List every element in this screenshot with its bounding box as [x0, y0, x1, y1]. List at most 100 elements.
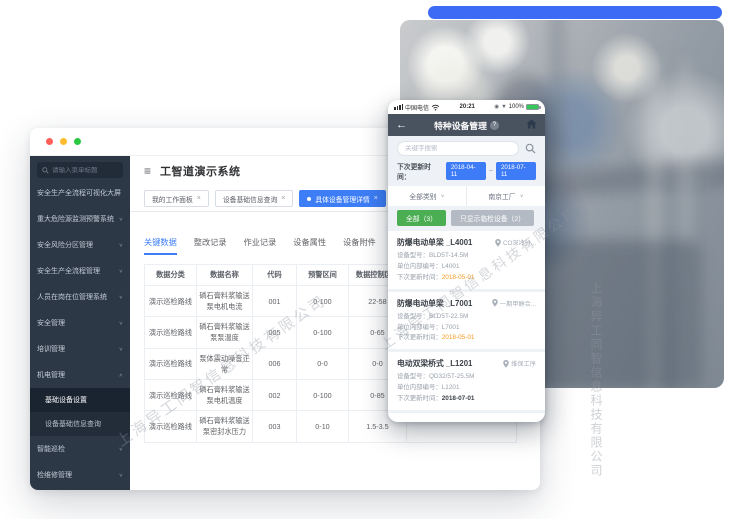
open-tab[interactable]: 具体设备管理详情 ×: [299, 190, 386, 207]
chevron-down-icon: ∨: [118, 243, 123, 248]
chevron-down-icon: ∨: [118, 295, 123, 300]
photo-pipe-shape: [550, 20, 564, 210]
open-tab[interactable]: 我的工作面板 ×: [144, 190, 209, 207]
chevron-up-icon: ∧: [118, 373, 123, 378]
sidebar-item[interactable]: 安全生产全流程可视化大屏: [30, 180, 130, 206]
sidebar-item-label: 人员在岗在位管理系统: [37, 294, 107, 301]
close-tab-icon[interactable]: ×: [196, 195, 201, 202]
home-button[interactable]: [523, 116, 537, 134]
table-cell: 演示巡检路线: [144, 378, 197, 412]
search-icon[interactable]: [525, 143, 536, 154]
open-tab[interactable]: 设备基础信息查询 ×: [214, 190, 294, 207]
help-badge[interactable]: ?: [489, 120, 499, 130]
home-icon: [526, 119, 537, 129]
equipment-card[interactable]: 防爆电动单梁 _L7001 一期甲醇合... 设备型号：BLD5T-22.5M 单位内…: [388, 291, 545, 350]
close-tab-icon[interactable]: ×: [281, 195, 286, 202]
equipment-location: 维保工序: [503, 359, 536, 368]
next-update-date: 2018-07-01: [441, 395, 475, 403]
clock-label: 20:21: [459, 104, 475, 110]
field-label: 设备型号：: [397, 373, 429, 381]
sidebar-item[interactable]: 机电管理 ∧: [30, 362, 130, 388]
sidebar-menu: 安全生产全流程可视化大屏重大危险源监测预警系统 ∨ 安全风险分区管理 ∨ 安全生产全流程…: [30, 180, 130, 488]
sidebar-item[interactable]: 安全管理 ∨: [30, 310, 130, 336]
sidebar-submenu: 基础设备设置设备基础信息查询: [30, 388, 130, 436]
minimize-window-button[interactable]: [60, 138, 67, 145]
equipment-model-line: 设备型号：BLD5T-14.5M: [397, 251, 536, 262]
equipment-title: 电动双梁桥式 _L1201: [397, 359, 473, 369]
sidebar-subitem[interactable]: 基础设备设置: [30, 388, 130, 412]
sidebar-item-label: 智能巡检: [37, 446, 65, 453]
filter-button[interactable]: 只显示临检设备（2）: [450, 210, 534, 226]
table-cell: 演示巡检路线: [144, 284, 197, 318]
open-tabs-strip: 我的工作面板 × 设备基础信息查询 × 具体设备管理详情 ×: [130, 186, 540, 212]
close-window-button[interactable]: [46, 138, 53, 145]
detail-tab[interactable]: 设备属性: [293, 238, 327, 247]
detail-tab[interactable]: 关键数据: [144, 236, 177, 255]
maximize-window-button[interactable]: [74, 138, 81, 145]
back-button[interactable]: ←: [396, 118, 407, 131]
chevron-down-icon: ∨: [118, 217, 123, 222]
phone-nav-bar: ← 特种设备管理 ?: [388, 114, 545, 136]
sidebar-item[interactable]: 智能巡检 ∨: [30, 436, 130, 462]
sidebar-item[interactable]: 检维修管理 ∨: [30, 462, 130, 488]
equipment-card[interactable]: 防爆电动单梁 _L4001 CO深冷分... 设备型号：BLD5T-14.5M 单位内…: [388, 231, 545, 289]
field-label: 单位内部编号：: [397, 384, 442, 392]
equipment-next-update-line: 下次更新时间：2018-05-01: [397, 333, 536, 344]
keyword-search-input[interactable]: [405, 145, 511, 152]
table-cell: 0-10: [296, 410, 349, 443]
sidebar-item[interactable]: 重大危险源监测预警系统 ∨: [30, 206, 130, 232]
sidebar-item-label: 机电管理: [37, 372, 65, 379]
date-range-separator: ~: [488, 167, 493, 175]
hamburger-menu-icon[interactable]: ≡: [144, 164, 152, 178]
table-cell: 演示巡检路线: [144, 316, 197, 349]
field-label: 设备型号：: [397, 312, 429, 320]
filter-button[interactable]: 全部（3）: [397, 210, 446, 226]
table-cell: 磷石膏料浆输送泵密封水压力: [196, 410, 253, 443]
sidebar-item[interactable]: 安全生产全流程管理 ∨: [30, 258, 130, 284]
detail-tab[interactable]: 整改记录: [193, 238, 227, 247]
date-filter-label: 下次更新时间：: [397, 164, 431, 181]
sidebar-item[interactable]: 人员在岗在位管理系统 ∨: [30, 284, 130, 310]
sidebar-item-label: 检维修管理: [37, 472, 72, 479]
date-to-button[interactable]: 2018-07-11: [495, 162, 536, 180]
equipment-location-label: 一期甲醇合...: [499, 300, 536, 308]
next-update-date: 2018-05-01: [441, 334, 475, 342]
table-cell: 003: [252, 410, 297, 443]
cellular-signal-icon: [394, 104, 403, 110]
app-title: 工智道演示系统: [160, 166, 241, 178]
chevron-down-icon: ∨: [118, 321, 123, 326]
chevron-down-icon: ∨: [519, 193, 524, 199]
chevron-down-icon: ∨: [440, 193, 445, 199]
search-icon: [42, 166, 49, 174]
sidebar-item[interactable]: 安全风险分区管理 ∨: [30, 232, 130, 258]
sidebar-subitem[interactable]: 设备基础信息查询: [45, 421, 101, 428]
sidebar-item-label: 安全风险分区管理: [37, 242, 93, 249]
date-from-button[interactable]: 2018-04-11: [445, 162, 486, 180]
sidebar-search-input[interactable]: [52, 166, 118, 174]
table-header-cell: 预警区间: [296, 264, 349, 286]
table-cell: 006: [252, 347, 297, 380]
equipment-model-value: BLD5T-22.5M: [428, 312, 469, 320]
field-label: 下次更新时间：: [397, 273, 442, 281]
orientation-lock-icon: ◉: [494, 104, 500, 110]
sidebar-item[interactable]: 培训管理 ∨: [30, 336, 130, 362]
close-tab-icon[interactable]: ×: [373, 195, 378, 202]
equipment-card[interactable]: 电动双梁桥式 _L1201 维保工序 设备型号：QD32/5T-25.5M 单位内部编…: [388, 352, 545, 411]
table-cell: 0-100: [296, 284, 349, 318]
equipment-location-label: 维保工序: [511, 361, 536, 369]
filter-dropdown[interactable]: 南京工厂 ∨: [466, 186, 545, 206]
table-cell: 磷石膏料浆输送泵泵温度: [196, 316, 253, 349]
sidebar-item-label: 重大危险源监测预警系统: [37, 216, 114, 223]
detail-tab[interactable]: 设备附件: [343, 238, 376, 247]
equipment-location: CO深冷分...: [495, 238, 536, 247]
phone-mockup: 中国电信 20:21 ◉ ▼ 100% ← 特种设备管理 ?: [388, 100, 545, 422]
filter-dropdown[interactable]: 全部类别 ∨: [388, 186, 466, 206]
equipment-title: 防爆电动单梁 _L7001: [397, 298, 473, 308]
detail-tab[interactable]: 作业记录: [243, 238, 277, 247]
phone-page-title: 特种设备管理: [434, 120, 487, 131]
table-header-cell: 数据名称: [196, 264, 253, 286]
table-cell: 演示巡检路线: [144, 347, 197, 380]
carrier-label: 中国电信: [405, 105, 430, 112]
keyword-search-field[interactable]: [397, 141, 519, 156]
